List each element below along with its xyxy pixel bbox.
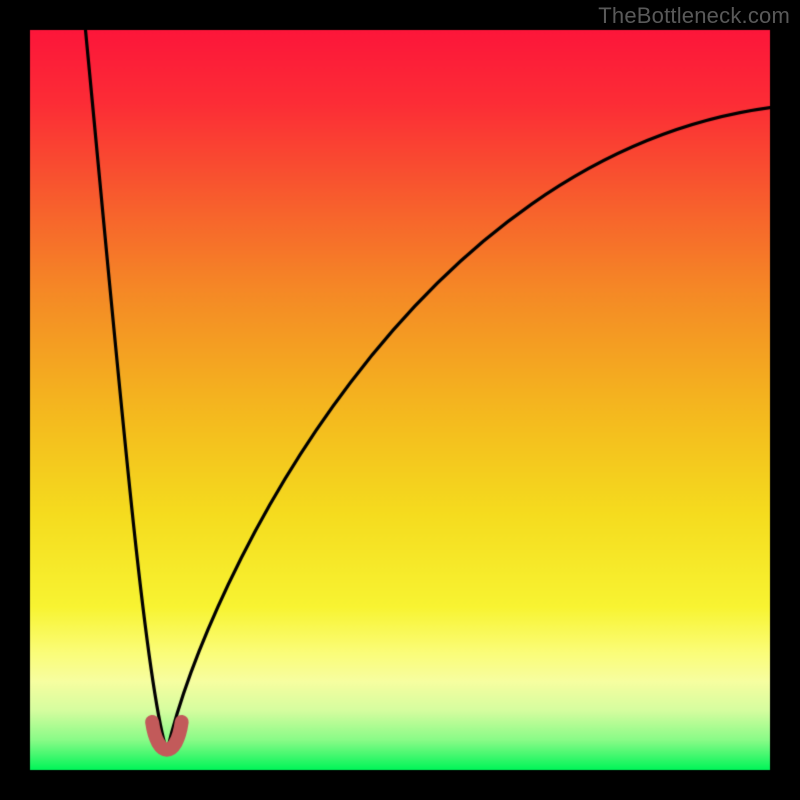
bottleneck-chart-canvas [0, 0, 800, 800]
watermark-text: TheBottleneck.com [598, 3, 790, 29]
